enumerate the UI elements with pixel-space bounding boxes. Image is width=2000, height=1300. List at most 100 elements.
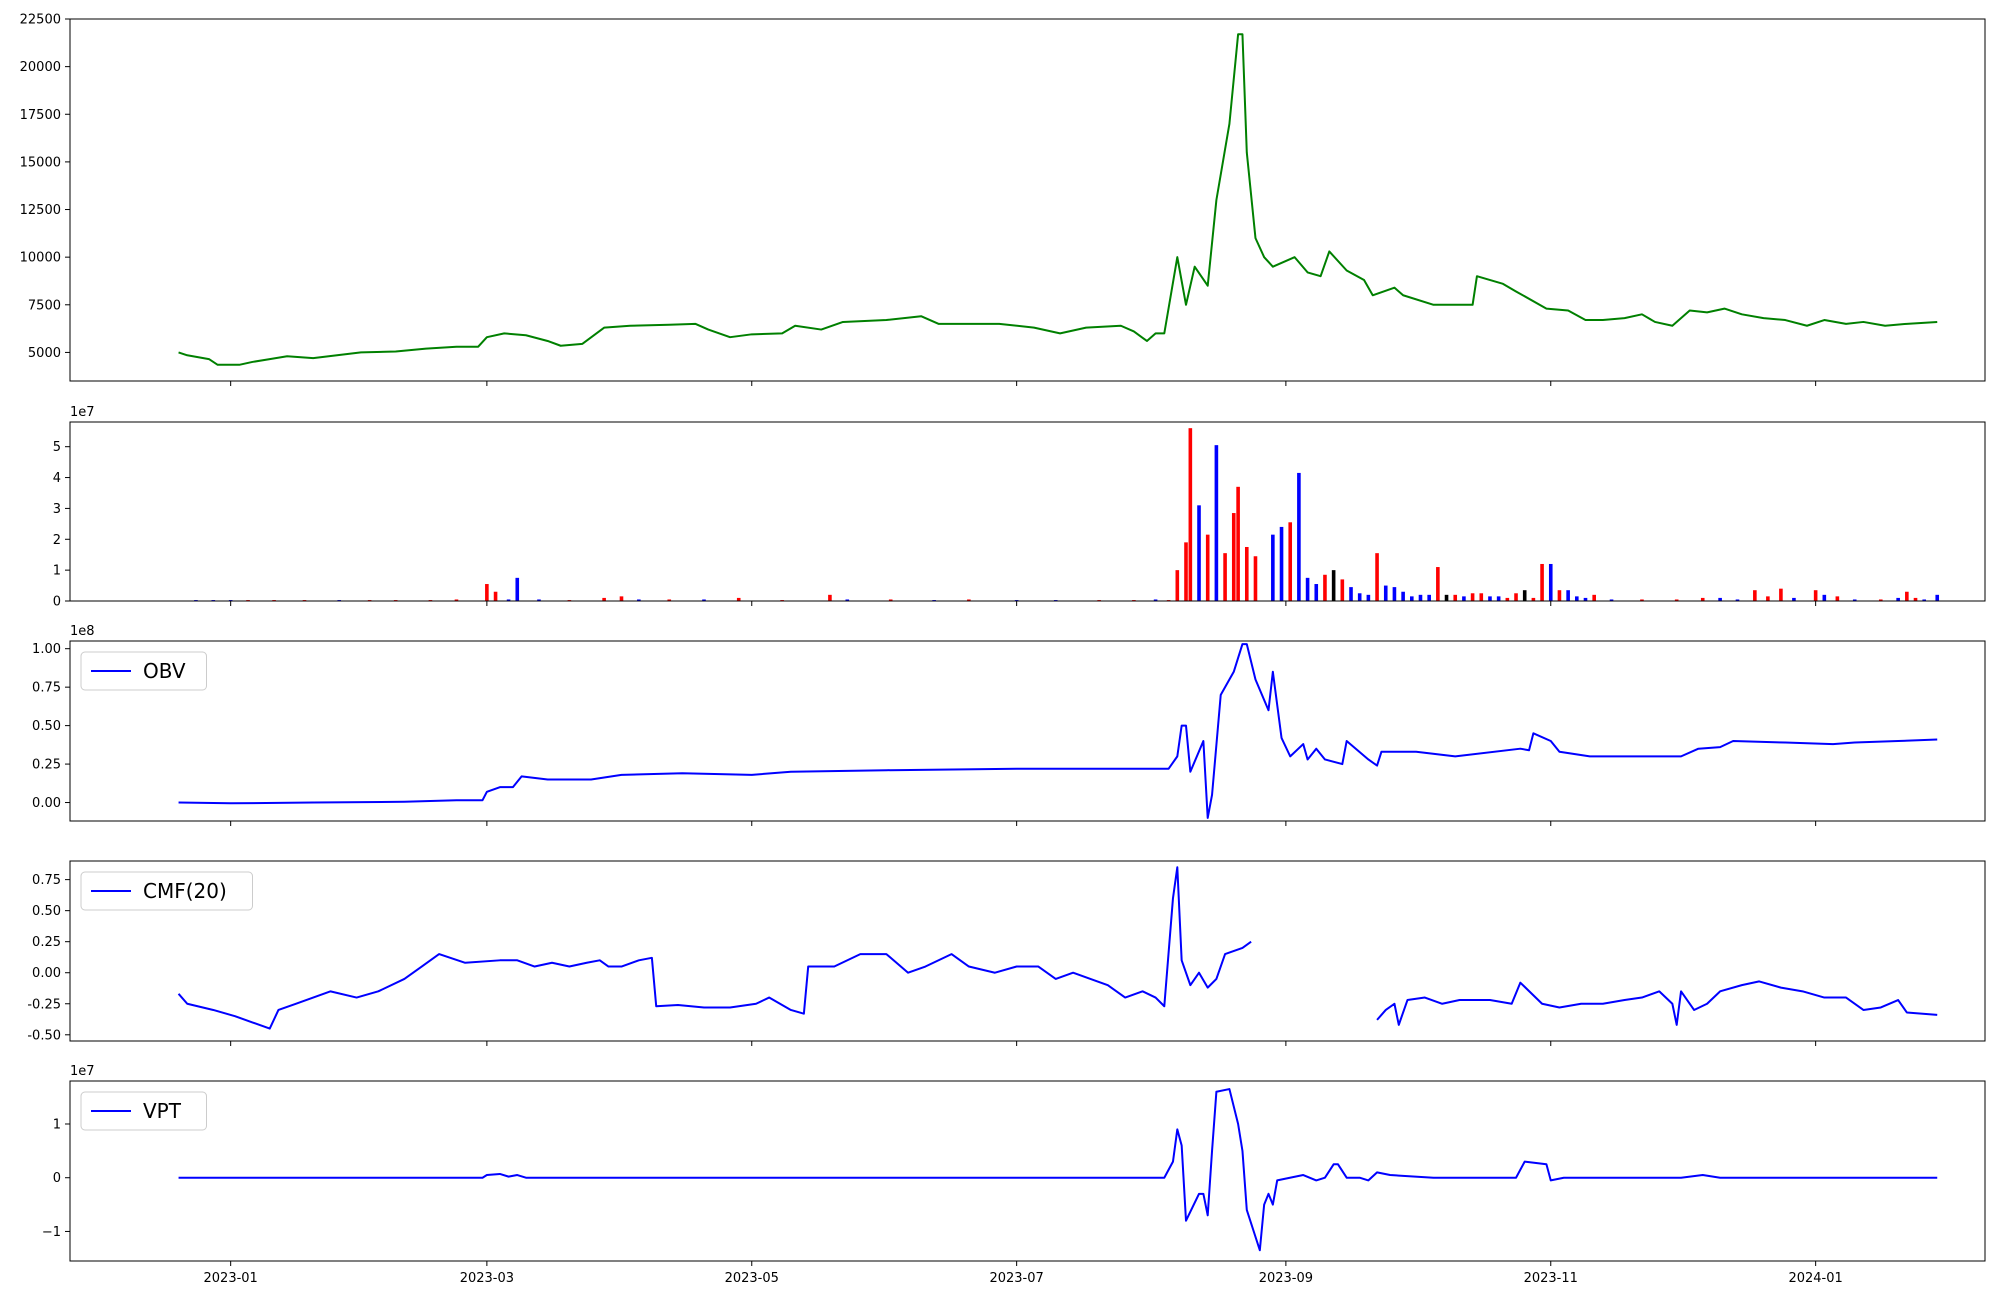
legend: CMF(20) [80,871,253,911]
volume-bar [454,599,459,601]
volume-bar [1453,594,1458,601]
y-tick-label: 5000 [28,346,61,361]
panel-vpt: 1e7 −1 0 1 2023-01 2023-03 2023-05 2023-07 2023-… [42,1064,1986,1286]
y-tick-label: 22500 [20,13,61,28]
y-tick-label: 2 [53,533,61,548]
volume-bar [1766,596,1770,601]
volume-bar [1444,594,1449,601]
volume-bar [1197,505,1201,601]
y-tick-label: 1 [53,564,61,579]
plot-area [178,1088,1938,1252]
volume-bar [493,591,498,601]
y-tick-label: 1 [53,1117,61,1132]
x-tick-label: 2023-05 [725,1271,779,1286]
volume-bar [967,599,971,601]
legend-label: VPT [143,1099,182,1123]
volume-bar [1462,596,1466,601]
volume-bar [888,599,893,601]
volume-bar [667,599,672,601]
volume-bar [1383,585,1388,601]
plot-area [178,33,1938,366]
volume-bar [1505,597,1510,601]
legend-box [80,651,207,691]
volume-bar [1674,599,1679,601]
volume-bar [1470,593,1475,601]
plot-area [177,866,1938,1030]
plot-area [194,428,1940,601]
y-tick-label: 7500 [28,298,61,313]
volume-bar [1575,596,1579,601]
axes-frame [69,421,1986,602]
y-tick-label: 1.00 [32,642,61,657]
volume-bar [1271,534,1275,601]
volume-bar [1349,587,1353,601]
volume-bar [828,594,832,601]
y-tick-label: 0.25 [32,935,61,950]
series-line-obv [178,643,1938,819]
y-tick-label: 10000 [20,251,61,266]
volume-bar [1700,597,1705,601]
y-tick-label: 4 [53,471,61,486]
legend: OBV [80,651,207,691]
x-tick-label: 2023-01 [204,1271,258,1286]
panel-price: 5000 7500 10000 12500 15000 17500 20000 22500 [20,13,1986,386]
panel-volume: 1e7 0 1 2 3 4 5 [53,405,1986,610]
volume-bar [1236,486,1240,601]
volume-bar [619,596,624,601]
volume-bar [1375,553,1379,601]
y-tick-label: 3 [53,502,61,517]
volume-bar [1592,594,1596,601]
axis-offset-label: 1e7 [70,405,95,420]
volume-bar [1905,591,1909,601]
volume-bar [1223,553,1227,601]
y-tick-label: 0.75 [32,681,61,696]
volume-bar [1913,597,1918,601]
y-tick-label: 0.75 [32,873,61,888]
volume-bar [1340,579,1345,601]
y-tick-label: 15000 [20,155,61,170]
axes-frame [69,1080,1986,1262]
volume-bar [1297,472,1301,601]
series-line-price [178,33,1938,366]
series-line-cmf [1376,980,1938,1026]
volume-bar [1935,594,1940,601]
x-tick-label: 2023-03 [460,1271,514,1286]
legend-label: CMF(20) [143,879,227,903]
volume-bar [515,577,520,601]
volume-bar [1323,574,1327,601]
axes-frame [69,860,1986,1042]
volume-bar [1522,590,1527,601]
y-tick-label: 0.00 [32,796,61,811]
volume-bar [1779,588,1783,601]
volume-bar [1357,593,1362,601]
y-tick-label: 0.25 [32,758,61,773]
y-tick-label: 0 [53,595,61,610]
series-line-vpt [178,1088,1938,1252]
volume-bar [1753,590,1757,601]
volume-bar [1214,445,1219,601]
volume-bar [1735,599,1740,601]
legend: VPT [80,1091,207,1131]
panel-obv: 1e8 0.00 0.25 0.50 0.75 1.00 OBV [32,624,1986,826]
volume-bar [1835,596,1840,601]
volume-bar [1813,590,1818,601]
volume-bar [1878,599,1883,601]
volume-bar [1640,599,1644,601]
y-tick-label: 5 [53,440,61,455]
volume-bar [1531,597,1536,601]
series-line-cmf [177,866,1252,1030]
y-tick-label: -0.25 [27,997,61,1012]
volume-bar [637,599,641,601]
y-tick-label: 0.00 [32,966,61,981]
volume-bar [1244,546,1249,601]
volume-bar [1279,526,1284,601]
volume-bar [537,599,541,601]
axes-frame [69,18,1986,382]
volume-bar [1288,522,1293,601]
volume-bar [1175,570,1180,601]
y-tick-label: -0.50 [27,1028,61,1043]
panel-cmf: -0.50 -0.25 0.00 0.25 0.50 0.75 CMF(20) [27,860,1986,1046]
volume-bar [736,597,741,601]
volume-bar [1822,594,1827,601]
